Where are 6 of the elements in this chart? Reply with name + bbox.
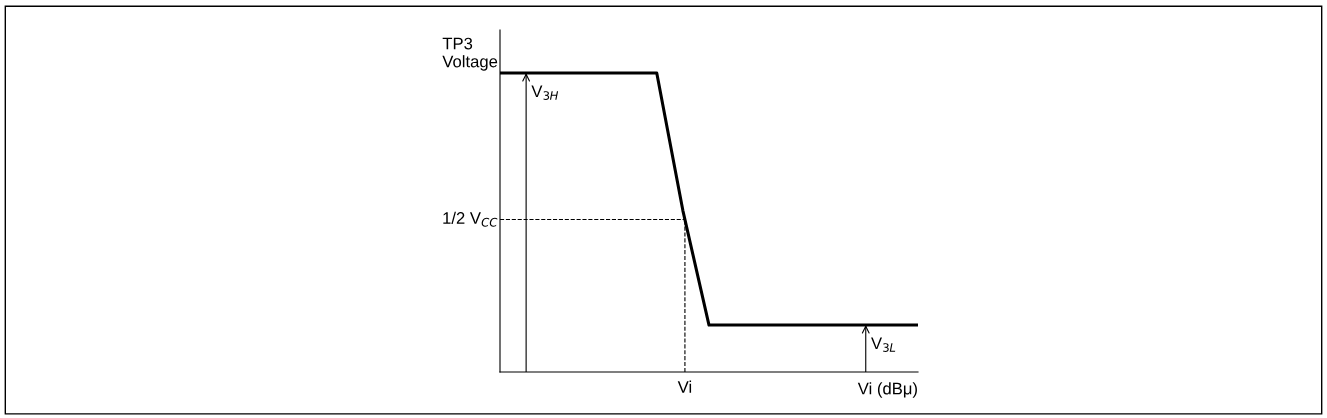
text: Vi xyxy=(677,380,692,393)
annotation: V$_{3H}$ xyxy=(531,85,559,100)
y-axis-title: TP3 Voltage xyxy=(442,37,498,71)
x-axis-title: Vi (dBμ) xyxy=(857,382,917,398)
ref-line-label: 1/2 V$_{CC}$ xyxy=(443,211,498,227)
annotation: V$_{3L}$ xyxy=(871,337,896,352)
